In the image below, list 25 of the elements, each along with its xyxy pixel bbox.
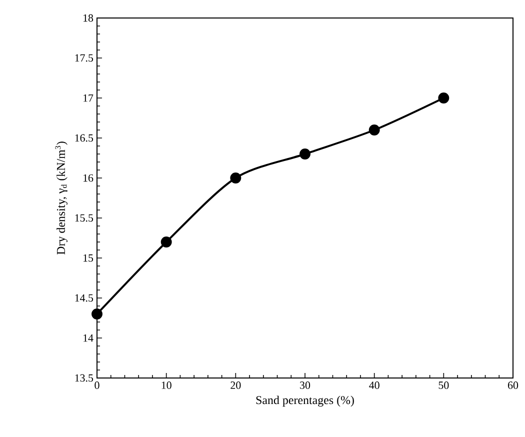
x-tick-label: 20: [230, 382, 241, 389]
y-tick-label: 17: [83, 94, 94, 102]
y-tick-label: 16.5: [75, 134, 94, 142]
point: [368, 124, 380, 136]
x-tick-label: 10: [162, 382, 172, 389]
x-tick-label: 60: [508, 382, 518, 389]
point: [300, 148, 310, 160]
y-tick-label: 14.5: [75, 294, 94, 302]
x-axis-title: Sand perentages (%): [256, 396, 354, 407]
y-tick-label: 16: [83, 174, 94, 182]
y-tick-label: 15.5: [75, 214, 94, 222]
y-axis-title: Dry density, γ$_{d}$ (kN/m$^{3}$): [55, 142, 68, 255]
x-tick-label: 50: [438, 382, 449, 389]
x-tick-label: 30: [300, 382, 310, 389]
point: [230, 172, 242, 184]
y-tick-label: 15: [83, 254, 94, 262]
y-tick-label: 13.5: [75, 374, 94, 382]
point: [92, 308, 102, 320]
x-tick-label: 40: [369, 382, 380, 389]
x-tick-label: 0: [94, 382, 100, 389]
point: [438, 92, 450, 104]
y-tick-label: 18: [83, 14, 94, 22]
y-tick-label: 17.5: [75, 54, 94, 62]
point: [160, 236, 172, 248]
y-tick-label: 14: [83, 334, 94, 342]
